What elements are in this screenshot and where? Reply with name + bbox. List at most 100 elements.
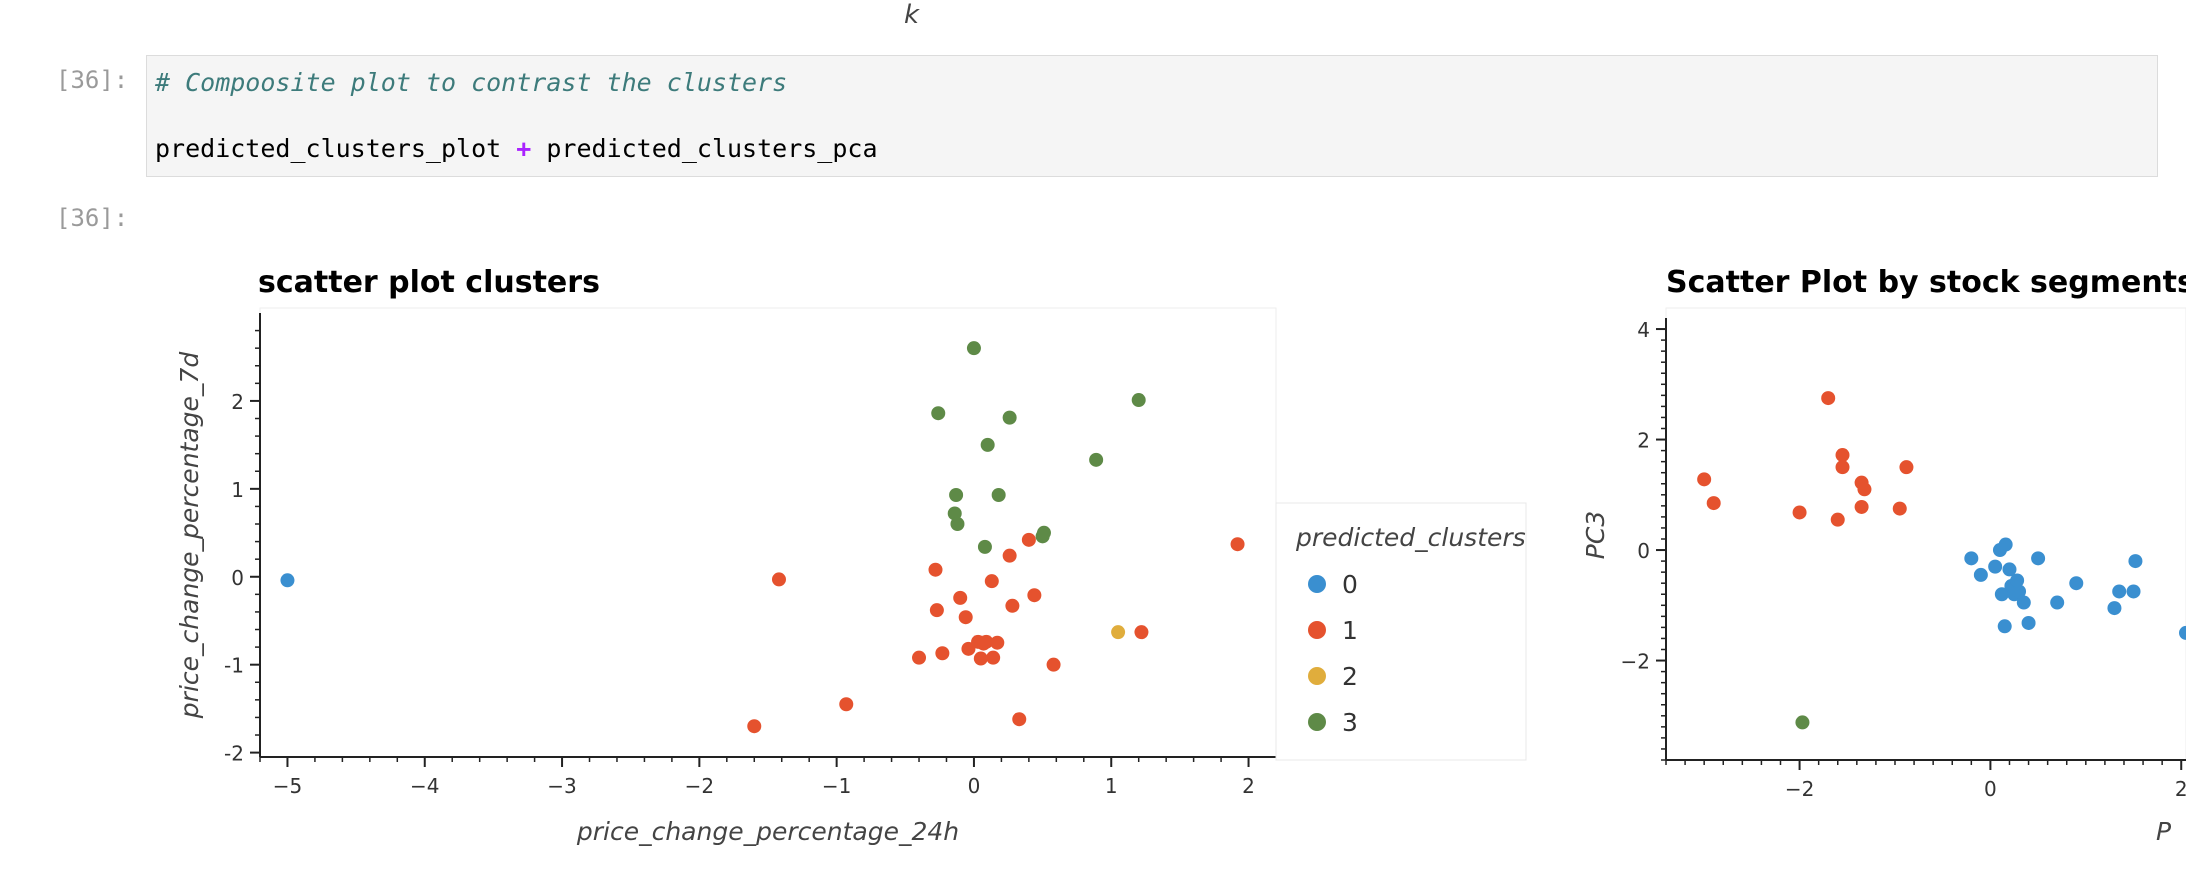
c2-point-cluster-0 (2031, 551, 2046, 566)
c1-x-tick-label: −4 (410, 774, 439, 798)
c1-point-cluster-1 (1021, 532, 1036, 547)
legend-marker-cluster-2 (1308, 667, 1326, 685)
previous-plot-axis-label: k (904, 0, 920, 30)
chart2-title: Scatter Plot by stock segments (1666, 265, 2186, 300)
c1-y-tick-label: 0 (231, 566, 244, 590)
code-cell-editor[interactable]: # Compoosite plot to contrast the cluste… (146, 55, 2158, 177)
chart1-x-axis-label: price_change_percentage_24h (576, 817, 959, 846)
c1-point-cluster-1 (747, 719, 762, 734)
c1-point-cluster-1 (1230, 537, 1245, 552)
legend-label-cluster-2: 2 (1342, 662, 1358, 691)
c2-point-cluster-1 (1821, 391, 1836, 406)
c1-point-cluster-1 (929, 603, 944, 618)
code-right-operand: predicted_clusters_pca (546, 134, 878, 163)
c1-point-cluster-1 (1027, 588, 1042, 603)
chart1-y-axis-label: price_change_percentage_7d (175, 352, 204, 720)
c2-y-tick-label: 2 (1637, 429, 1650, 453)
output-prompt: [36]: (56, 204, 129, 232)
legend-label-cluster-0: 0 (1342, 570, 1358, 599)
c2-point-cluster-1 (1835, 460, 1850, 475)
c2-point-cluster-0 (2107, 601, 2122, 616)
c1-point-cluster-3 (1131, 393, 1146, 408)
c2-point-cluster-1 (1830, 512, 1845, 527)
c2-point-cluster-0 (2126, 584, 2141, 599)
c2-point-cluster-0 (2112, 584, 2127, 599)
scatter-plot-clusters: scatter plot clusters -2 -1 0 1 2 −5 −4 −3 −2 −1… (175, 265, 1277, 846)
c2-x-tick-label: −2 (1785, 777, 1814, 801)
c1-point-cluster-3 (949, 487, 964, 502)
c2-point-cluster-0 (2010, 573, 2025, 588)
c1-x-tick-label: −3 (547, 774, 576, 798)
c2-point-cluster-1 (1835, 448, 1850, 463)
c1-point-cluster-3 (950, 517, 965, 532)
c1-point-cluster-3 (991, 487, 1006, 502)
c2-point-cluster-0 (2012, 584, 2027, 599)
c1-point-cluster-1 (1012, 712, 1027, 727)
c1-x-tick-label: −1 (822, 774, 851, 798)
c2-point-cluster-0 (1997, 619, 2012, 634)
c1-point-cluster-3 (977, 539, 992, 554)
c1-x-tick-label: −5 (273, 774, 302, 798)
c1-point-cluster-2 (1111, 625, 1126, 640)
input-prompt: [36]: (56, 66, 129, 94)
c1-point-cluster-1 (912, 650, 927, 665)
c2-point-cluster-1 (1697, 472, 1712, 487)
c1-point-cluster-3 (947, 506, 962, 521)
chart2-plot-area (1665, 307, 2186, 761)
c1-point-cluster-1 (1134, 625, 1149, 640)
c1-point-cluster-3 (1089, 452, 1104, 467)
c1-point-cluster-1 (973, 651, 988, 666)
c2-x-tick-label: 2 (2175, 777, 2186, 801)
chart2-x-axis-label: P (2156, 817, 2172, 846)
chart2-y-axis-label: PC3 (1581, 511, 1610, 559)
c2-point-cluster-3 (1795, 715, 1810, 730)
c1-x-tick-label: 2 (1242, 774, 1255, 798)
c1-point-cluster-1 (1005, 598, 1020, 613)
c2-point-cluster-0 (2128, 554, 2143, 569)
c2-point-cluster-1 (1792, 505, 1807, 520)
chart1-title: scatter plot clusters (258, 265, 600, 300)
c2-point-cluster-0 (1973, 567, 1988, 582)
c2-point-cluster-1 (1857, 482, 1872, 497)
chart1-plot-area (259, 307, 1277, 758)
legend-marker-cluster-3 (1308, 713, 1326, 731)
c1-point-cluster-1 (953, 590, 968, 605)
c1-x-tick-label: 1 (1105, 774, 1118, 798)
c1-point-cluster-3 (1036, 525, 1051, 540)
c2-y-tick-label: 4 (1637, 318, 1650, 342)
c1-point-cluster-1 (986, 650, 1001, 665)
c1-point-cluster-1 (958, 610, 973, 625)
c1-point-cluster-1 (984, 574, 999, 589)
cluster-legend: predicted_clusters 0 1 2 3 (1275, 502, 1527, 761)
c2-x-tick-label: 0 (1984, 777, 1997, 801)
c1-point-cluster-3 (931, 406, 946, 421)
legend-label-cluster-3: 3 (1342, 708, 1358, 737)
c1-point-cluster-1 (979, 634, 994, 649)
code-expression: predicted_clusters_plot + predicted_clus… (155, 134, 878, 163)
c2-point-cluster-1 (1706, 496, 1721, 511)
code-operator: + (516, 134, 532, 163)
code-left-operand: predicted_clusters_plot (155, 134, 502, 163)
c1-point-cluster-1 (935, 646, 950, 661)
legend-label-cluster-1: 1 (1342, 616, 1358, 645)
c1-point-cluster-3 (1002, 410, 1017, 425)
c2-point-cluster-0 (2021, 615, 2036, 630)
c1-y-tick-label: 1 (231, 478, 244, 502)
c2-point-cluster-1 (1899, 460, 1914, 475)
c2-point-cluster-1 (1854, 499, 1869, 514)
c2-y-tick-label: 0 (1637, 539, 1650, 563)
c1-point-cluster-1 (961, 641, 976, 656)
c1-point-cluster-1 (839, 697, 854, 712)
c2-point-cluster-0 (1998, 537, 2013, 552)
c2-y-tick-label: −2 (1621, 650, 1650, 674)
c1-x-tick-label: −2 (685, 774, 714, 798)
c1-point-cluster-1 (771, 572, 786, 587)
code-comment: # Compoosite plot to contrast the cluste… (155, 68, 788, 97)
c1-point-cluster-1 (928, 562, 943, 577)
c2-point-cluster-0 (2050, 595, 2065, 610)
c2-point-cluster-0 (2002, 562, 2017, 577)
c2-point-cluster-1 (1892, 501, 1907, 516)
c1-y-tick-label: 2 (231, 390, 244, 414)
c2-point-cluster-0 (2016, 595, 2031, 610)
